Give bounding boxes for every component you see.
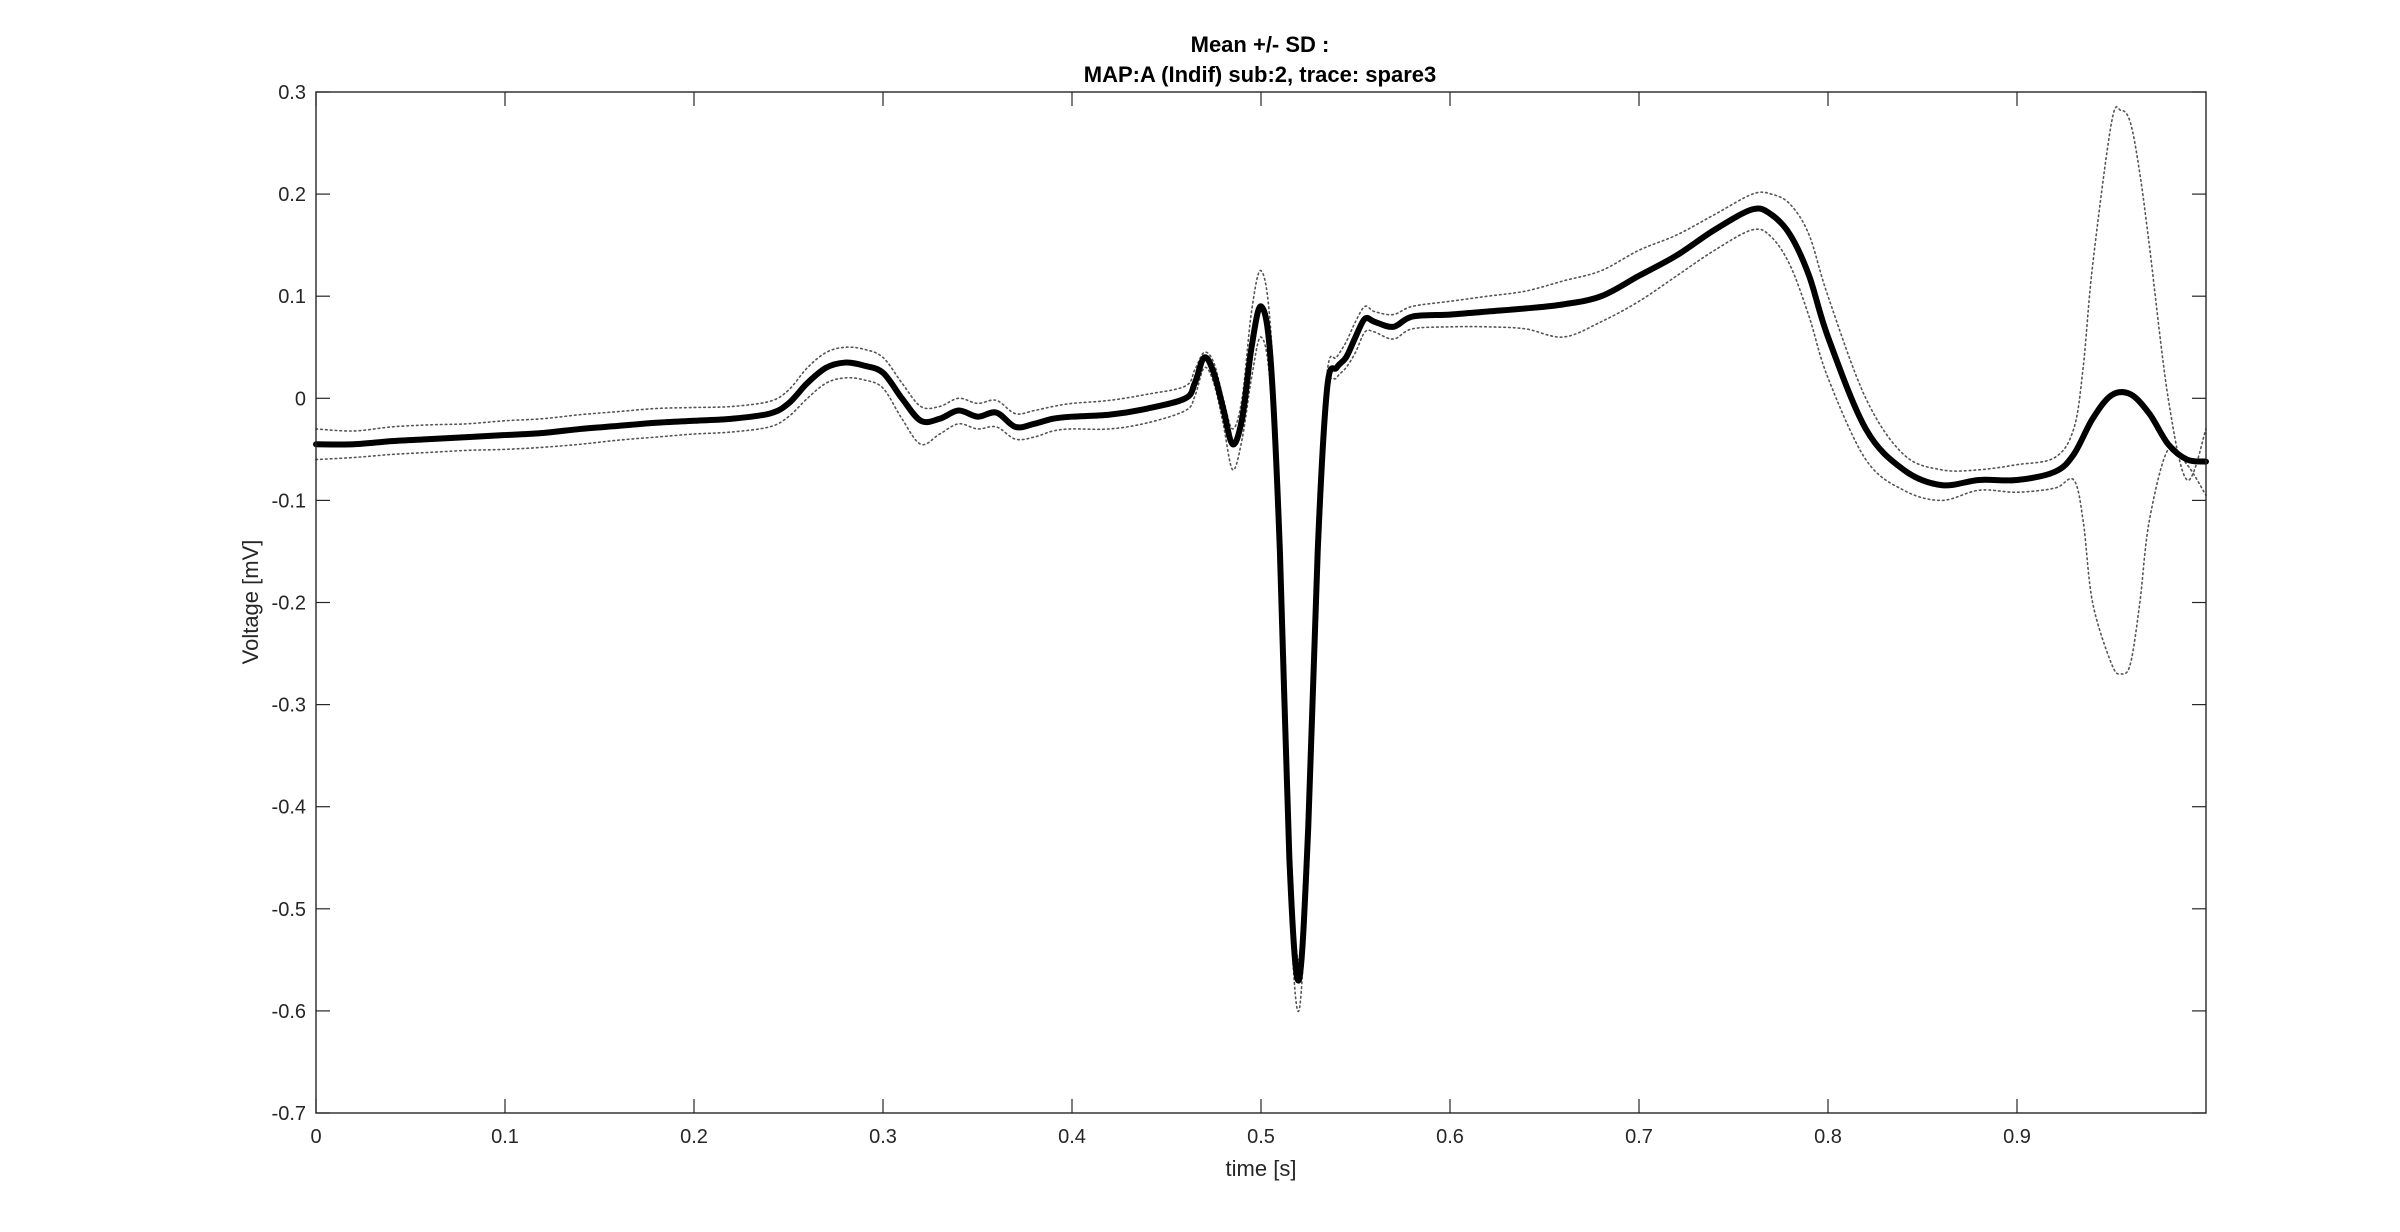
y-tick-label: 0.2 [278, 184, 306, 206]
x-tick-label: 0 [310, 1126, 321, 1148]
x-tick-label: 0.4 [1058, 1126, 1086, 1148]
y-tick-label: -0.6 [272, 1001, 306, 1023]
y-tick-label: 0 [295, 388, 306, 410]
x-tick-label: 0.5 [1247, 1126, 1275, 1148]
series-line-mean [313, 205, 2209, 984]
y-tick-label: 0.1 [278, 286, 306, 308]
y-axis-label: Voltage [mV] [238, 540, 263, 665]
y-tick-label: -0.2 [272, 593, 306, 615]
x-tick-label: 0.6 [1436, 1126, 1464, 1148]
x-axis-ticks: 0 0.1 0.2 0.3 0.4 0.5 0.6 0.7 0.8 0.9 [310, 92, 2031, 1148]
y-tick-label: 0.3 [278, 82, 306, 104]
plot-area [316, 92, 2206, 1113]
x-tick-label: 0.7 [1625, 1126, 1653, 1148]
chart-title: Mean +/- SD : [1191, 32, 1330, 57]
x-tick-label: 0.9 [2003, 1126, 2031, 1148]
series-layer [313, 106, 2209, 1013]
y-tick-label: -0.1 [272, 490, 306, 512]
y-tick-label: -0.5 [272, 899, 306, 921]
y-tick-label: -0.7 [272, 1103, 306, 1125]
x-tick-label: 0.2 [680, 1126, 708, 1148]
y-axis-ticks: 0.3 0.2 0.1 0 -0.1 -0.2 -0.3 -0.4 -0.5 -0.6 -0.7 [272, 82, 2206, 1125]
chart-subtitle: MAP:A (Indif) sub:2, trace: spare3 [1084, 62, 1436, 87]
x-tick-label: 0.8 [1814, 1126, 1842, 1148]
series-line-mean-sd [315, 106, 2207, 961]
x-tick-label: 0.3 [869, 1126, 897, 1148]
y-tick-label: -0.4 [272, 797, 306, 819]
y-tick-label: -0.3 [272, 695, 306, 717]
x-axis-label: time [s] [1226, 1156, 1297, 1181]
x-tick-label: 0.1 [491, 1126, 519, 1148]
